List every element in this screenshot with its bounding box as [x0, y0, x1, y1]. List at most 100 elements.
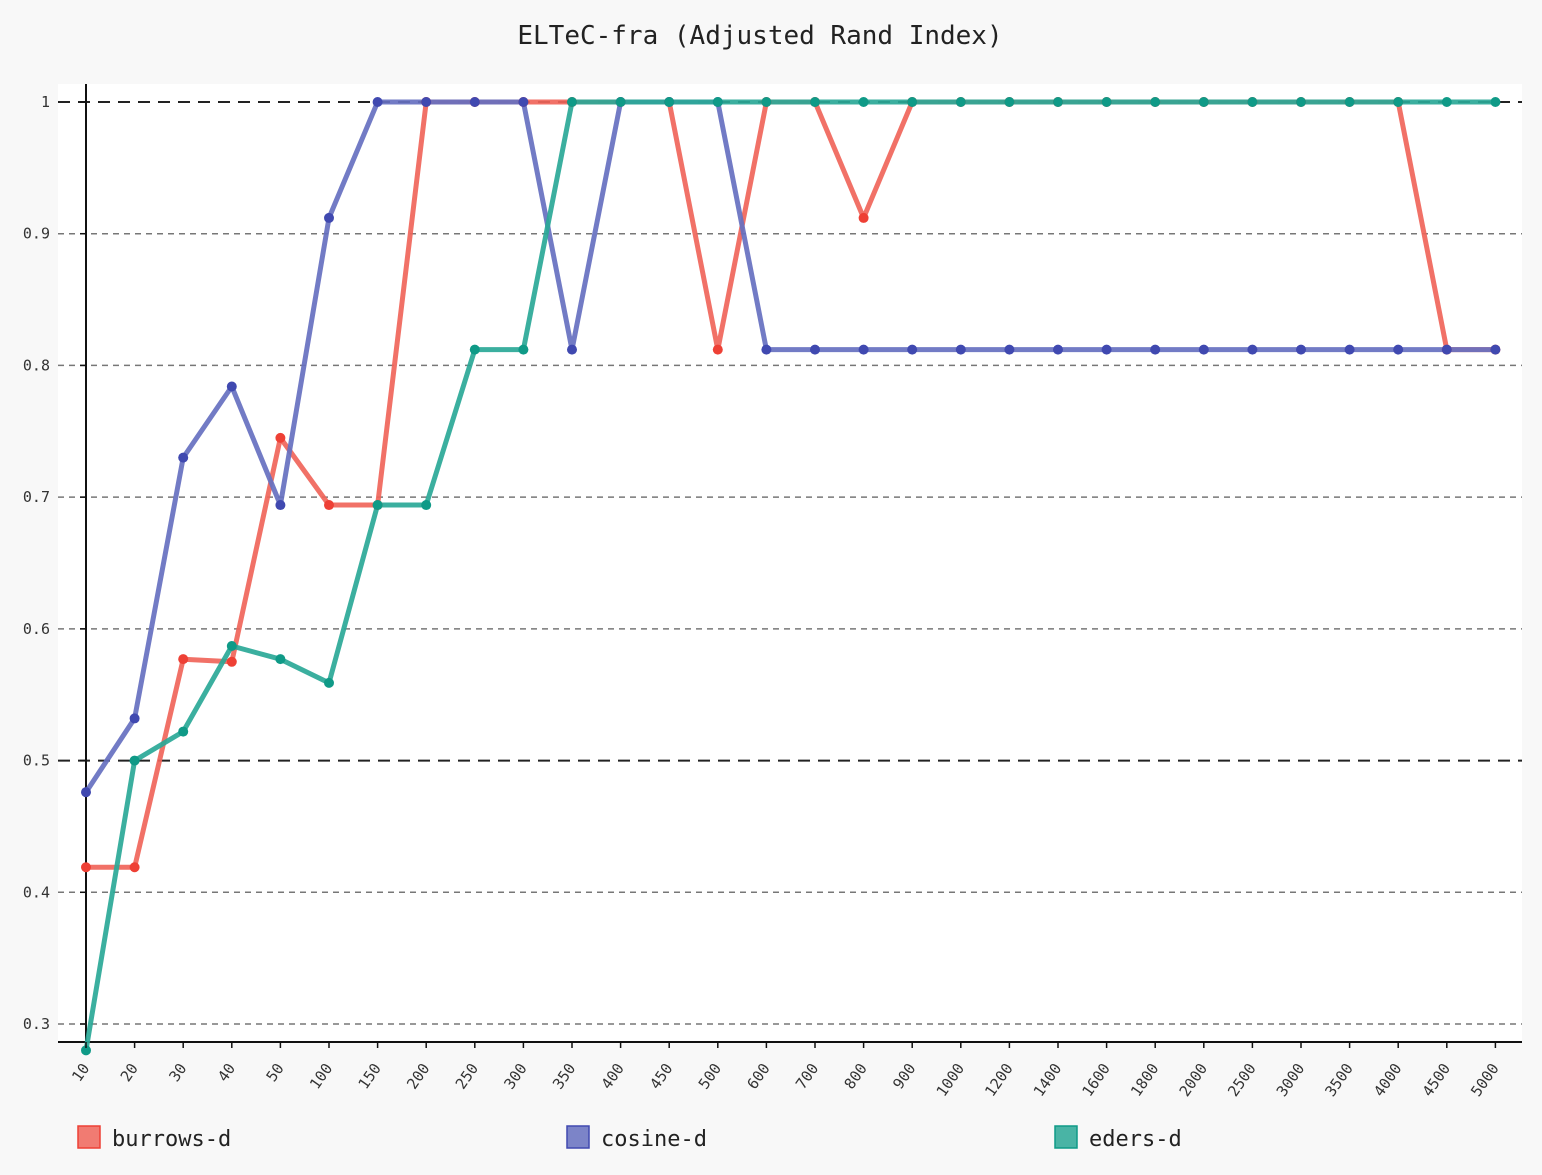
data-point-cosine-d: [129, 713, 140, 724]
x-tick-label: 400: [598, 1060, 628, 1093]
chart-title: ELTeC-fra (Adjusted Rand Index): [517, 21, 1002, 51]
x-axis-ticks: 10 20 30 40 50 100 150 200 250 300 350 400 450 500 600…: [68, 1042, 1503, 1100]
x-tick-label: 600: [743, 1060, 773, 1093]
data-point-eders-d: [275, 654, 286, 665]
data-point-eders-d: [712, 97, 723, 107]
data-point-cosine-d: [81, 787, 91, 798]
data-point-cosine-d: [421, 97, 432, 107]
data-point-cosine-d: [1053, 344, 1063, 355]
data-point-eders-d: [1150, 97, 1161, 107]
x-tick-label: 300: [500, 1060, 530, 1093]
x-tick-label: 20: [117, 1060, 142, 1085]
data-point-cosine-d: [1344, 344, 1355, 355]
data-point-cosine-d: [1150, 344, 1161, 355]
legend-item-burrows-d[interactable]: burrows-d: [77, 1125, 231, 1152]
x-tick-label: 40: [214, 1060, 239, 1085]
plot-background: [58, 84, 1522, 1042]
x-tick-label: 250: [452, 1060, 482, 1093]
series-line-eders-d: [83, 99, 1498, 1053]
data-point-cosine-d: [372, 97, 383, 107]
data-point-eders-d: [372, 500, 383, 511]
data-point-eders-d: [664, 97, 675, 107]
y-tick-label: 0.4: [23, 883, 50, 901]
data-point-burrows-d: [324, 500, 334, 511]
data-point-eders-d: [858, 97, 869, 107]
data-point-eders-d: [1101, 97, 1112, 107]
data-point-eders-d: [1441, 97, 1452, 107]
x-tick-label: 1600: [1078, 1060, 1113, 1100]
data-point-eders-d: [518, 344, 529, 355]
data-point-cosine-d: [1004, 344, 1015, 355]
x-tick-label: 30: [165, 1060, 190, 1085]
legend-swatch: [77, 1125, 101, 1149]
data-point-eders-d: [324, 677, 334, 688]
data-point-cosine-d: [1441, 344, 1452, 355]
legend-label: eders-d: [1089, 1127, 1182, 1152]
data-point-cosine-d: [858, 344, 869, 355]
data-point-cosine-d: [1198, 344, 1209, 355]
legend: burrows-d cosine-d eders-d: [77, 1125, 1182, 1152]
legend-swatch: [1054, 1125, 1078, 1149]
data-point-burrows-d: [81, 862, 91, 873]
legend-swatch: [566, 1125, 590, 1149]
data-point-cosine-d: [955, 344, 966, 355]
data-point-burrows-d: [858, 212, 869, 223]
data-point-cosine-d: [275, 500, 286, 511]
x-tick-label: 3000: [1273, 1060, 1308, 1100]
y-tick-label: 0.7: [23, 488, 50, 506]
x-tick-label: 1800: [1127, 1060, 1162, 1100]
x-tick-label: 1400: [1030, 1060, 1065, 1100]
x-tick-label: 4500: [1419, 1060, 1454, 1100]
x-tick-label: 900: [889, 1060, 919, 1093]
data-point-burrows-d: [178, 654, 189, 665]
y-tick-label: 0.3: [23, 1015, 50, 1033]
data-point-cosine-d: [518, 97, 529, 107]
data-point-cosine-d: [810, 344, 820, 355]
legend-label: cosine-d: [601, 1127, 707, 1152]
data-point-cosine-d: [567, 344, 577, 355]
data-point-cosine-d: [1101, 344, 1112, 355]
y-tick-label: 0.8: [23, 356, 50, 374]
data-point-eders-d: [1393, 97, 1404, 107]
data-point-eders-d: [226, 640, 237, 651]
x-tick-label: 4000: [1370, 1060, 1405, 1100]
data-point-burrows-d: [712, 344, 723, 355]
data-point-eders-d: [1004, 97, 1015, 107]
data-point-cosine-d: [1393, 344, 1404, 355]
series-markers: [81, 97, 1501, 1056]
data-point-eders-d: [469, 344, 480, 355]
data-point-eders-d: [1053, 97, 1063, 107]
data-point-eders-d: [421, 500, 432, 511]
data-point-burrows-d: [129, 862, 140, 873]
legend-item-cosine-d[interactable]: cosine-d: [566, 1125, 707, 1152]
x-tick-label: 450: [646, 1060, 676, 1093]
data-point-eders-d: [615, 97, 626, 107]
series-line-cosine-d: [83, 99, 1498, 795]
data-point-eders-d: [761, 97, 772, 107]
x-tick-label: 5000: [1467, 1060, 1502, 1100]
y-tick-label: 0.9: [23, 225, 50, 243]
data-point-cosine-d: [1296, 344, 1306, 355]
x-tick-label: 150: [355, 1060, 385, 1093]
x-tick-label: 10: [68, 1060, 93, 1085]
data-point-eders-d: [907, 97, 918, 107]
x-tick-label: 500: [695, 1060, 725, 1093]
data-point-eders-d: [955, 97, 966, 107]
data-point-eders-d: [178, 726, 189, 737]
x-tick-label: 700: [792, 1060, 822, 1093]
y-tick-label: 1: [41, 93, 50, 111]
x-tick-label: 3500: [1321, 1060, 1356, 1100]
data-point-eders-d: [1247, 97, 1258, 107]
data-point-eders-d: [1198, 97, 1209, 107]
data-point-cosine-d: [469, 97, 480, 107]
legend-item-eders-d[interactable]: eders-d: [1054, 1125, 1182, 1152]
data-point-eders-d: [810, 97, 820, 107]
legend-label: burrows-d: [112, 1127, 231, 1152]
x-tick-label: 800: [841, 1060, 871, 1093]
x-tick-label: 200: [403, 1060, 433, 1093]
x-tick-label: 100: [306, 1060, 336, 1093]
data-point-eders-d: [129, 755, 140, 766]
data-point-cosine-d: [1490, 344, 1501, 355]
data-point-cosine-d: [178, 452, 189, 463]
